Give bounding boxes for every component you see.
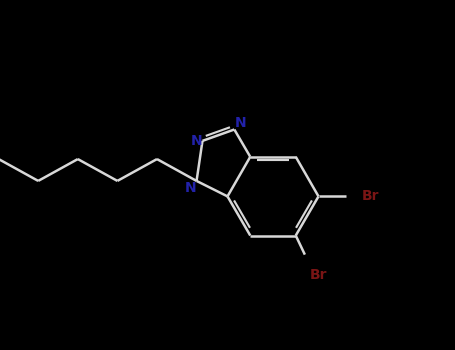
Text: N: N — [191, 134, 202, 148]
Text: N: N — [234, 116, 246, 130]
Text: Br: Br — [309, 268, 327, 282]
Text: Br: Br — [362, 189, 379, 203]
Text: N: N — [185, 181, 197, 195]
